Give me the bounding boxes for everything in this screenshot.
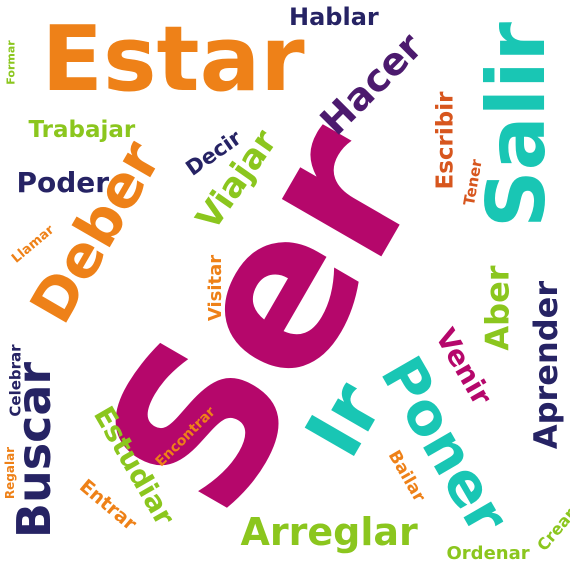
word-arreglar: Arreglar <box>240 510 418 554</box>
word-celebrar: Celebrar <box>6 343 25 417</box>
word-estar: Estar <box>41 7 305 112</box>
word-visitar: Visitar <box>205 254 227 322</box>
word-hablar: Hablar <box>289 3 379 31</box>
word-formar: Formar <box>4 39 18 85</box>
word-ordenar: Ordenar <box>446 543 530 564</box>
word-salir: Salir <box>469 22 563 228</box>
word-aber: Aber <box>478 265 517 351</box>
word-escribir: Escribir <box>432 91 459 189</box>
word-poder: Poder <box>16 166 110 199</box>
word-trabajar: Trabajar <box>28 116 136 143</box>
word-crear: Crear <box>532 504 570 555</box>
word-hacer: Hacer <box>311 24 431 144</box>
word-aprender: Aprender <box>527 280 566 450</box>
word-regalar: Regalar <box>3 446 18 500</box>
